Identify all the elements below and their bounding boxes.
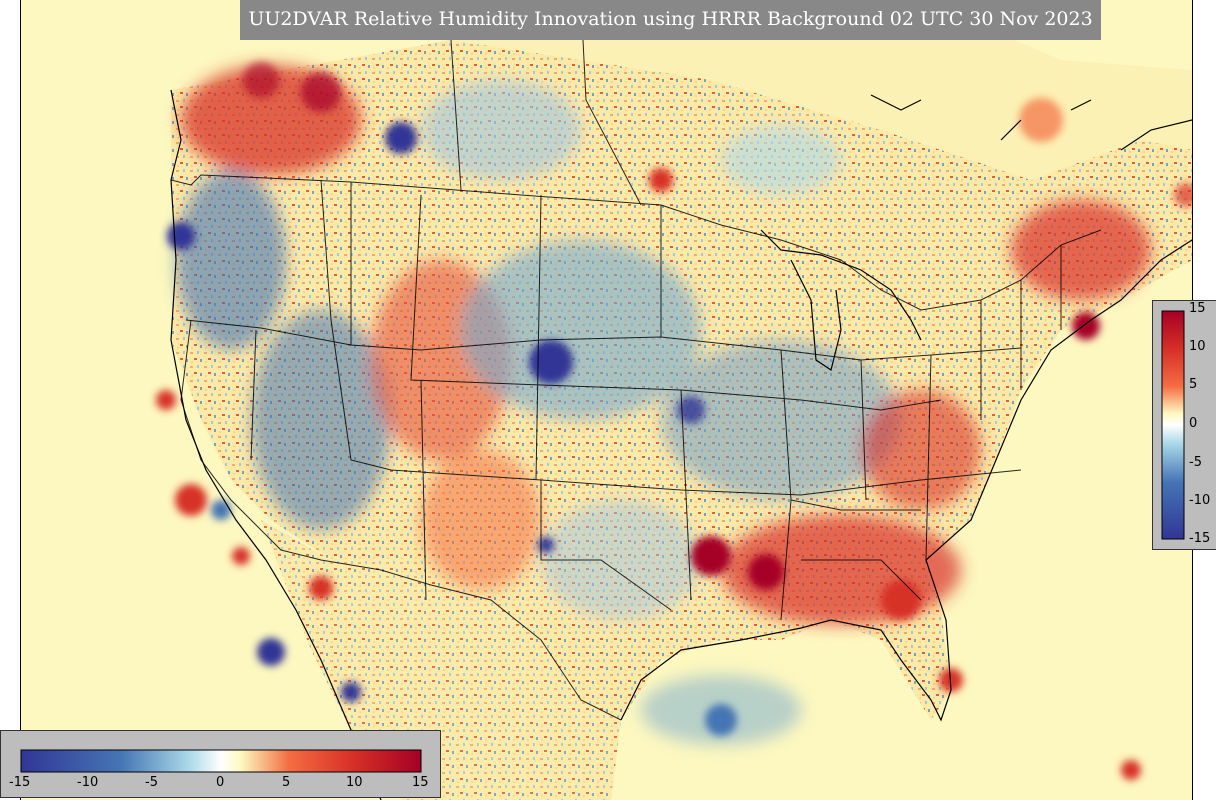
colorbar-vertical-ramp (1161, 310, 1185, 540)
blob-fl (939, 668, 963, 692)
cb-h-tick-neg5: -5 (145, 775, 158, 790)
blob-nd (529, 340, 573, 384)
map-panel[interactable] (20, 0, 1193, 800)
blob-atlantic (1121, 760, 1141, 780)
southwest-red (421, 450, 541, 590)
great-basin-blue (251, 310, 391, 530)
plains-blue (461, 240, 701, 420)
political-borders (170, 0, 1102, 721)
colorbar-horizontal-ramp (20, 749, 422, 773)
blob-ca-blue (211, 500, 231, 520)
blob-ia-blue (677, 396, 705, 424)
cb-v-tick-10: 10 (1189, 339, 1206, 354)
cb-v-tick-neg10: -10 (1189, 493, 1211, 508)
cb-v-tick-15: 15 (1189, 301, 1206, 316)
blob-ca-sm (232, 547, 250, 565)
blob-bc-red (301, 72, 341, 112)
blob-coast-red (156, 390, 176, 410)
blob-tx-blue (538, 537, 554, 553)
pnw-blue-zone (176, 170, 286, 350)
blob-mexico-red (309, 576, 333, 600)
cb-v-tick-neg5: -5 (1189, 455, 1202, 470)
cb-v-tick-0: 0 (1189, 416, 1198, 431)
colorbar-vertical: 15 10 5 0 -5 -10 -15 (1152, 300, 1216, 550)
coastlines (170, 89, 1192, 800)
texas-mix (541, 500, 701, 620)
canada-blue (421, 80, 581, 180)
cb-h-tick-15: 15 (412, 775, 429, 790)
blob-gulf (705, 704, 737, 736)
blob-baja-blue (341, 682, 361, 702)
cb-v-tick-neg15: -15 (1189, 531, 1211, 546)
cb-h-tick-neg15: -15 (9, 775, 31, 790)
innovation-map (156, 0, 1192, 800)
midwest-blue (661, 340, 901, 500)
blob-canada-red (1019, 98, 1063, 142)
cb-v-tick-5: 5 (1189, 377, 1198, 392)
blob-mn (385, 122, 417, 154)
northeast-red (1011, 200, 1151, 300)
cb-h-tick-neg10: -10 (77, 775, 99, 790)
blob-ms (691, 536, 731, 576)
cb-h-tick-0: 0 (216, 775, 225, 790)
blob-ca-coast (175, 484, 207, 516)
cb-h-tick-5: 5 (282, 775, 291, 790)
blob-ga (881, 580, 921, 620)
blob-wa-coast (167, 222, 195, 250)
blob-mi (649, 168, 673, 192)
map-title: UU2DVAR Relative Humidity Innovation usi… (240, 0, 1101, 40)
cb-h-tick-10: 10 (346, 775, 363, 790)
blob-pacific (257, 638, 285, 666)
colorbar-horizontal: -15 -10 -5 0 5 10 15 (0, 730, 441, 798)
appalachian-red (861, 390, 981, 510)
blob-east-red (1174, 183, 1192, 207)
blob-nw-red-2 (243, 62, 279, 98)
hudson-blue (721, 125, 841, 195)
blob-al (748, 554, 784, 590)
